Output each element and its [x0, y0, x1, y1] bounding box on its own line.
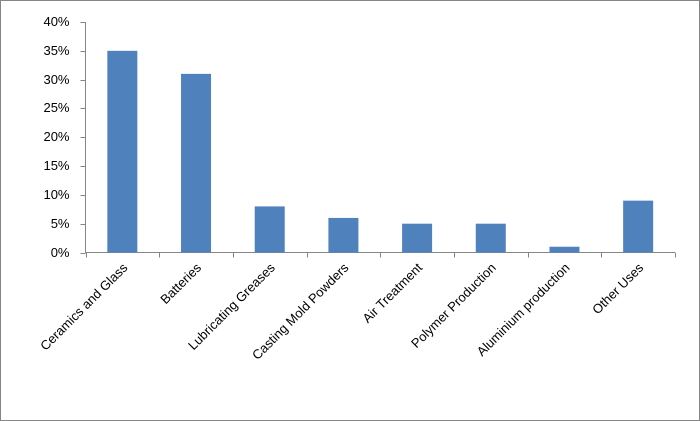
y-tick-label: 15% [43, 158, 69, 173]
bar [623, 200, 654, 253]
y-tick-label: 0% [51, 245, 70, 260]
y-tick-label: 25% [43, 100, 69, 115]
y-tick-label: 35% [43, 43, 69, 58]
bar [181, 73, 212, 253]
y-tick-label: 40% [43, 14, 69, 29]
bar [328, 217, 359, 253]
bar [549, 246, 580, 253]
bar [402, 223, 433, 253]
y-tick-label: 20% [43, 129, 69, 144]
y-tick-label: 10% [43, 187, 69, 202]
bar [254, 206, 285, 253]
bar [107, 50, 138, 253]
bar [475, 223, 506, 253]
y-tick-label: 5% [51, 216, 70, 231]
y-tick-label: 30% [43, 72, 69, 87]
